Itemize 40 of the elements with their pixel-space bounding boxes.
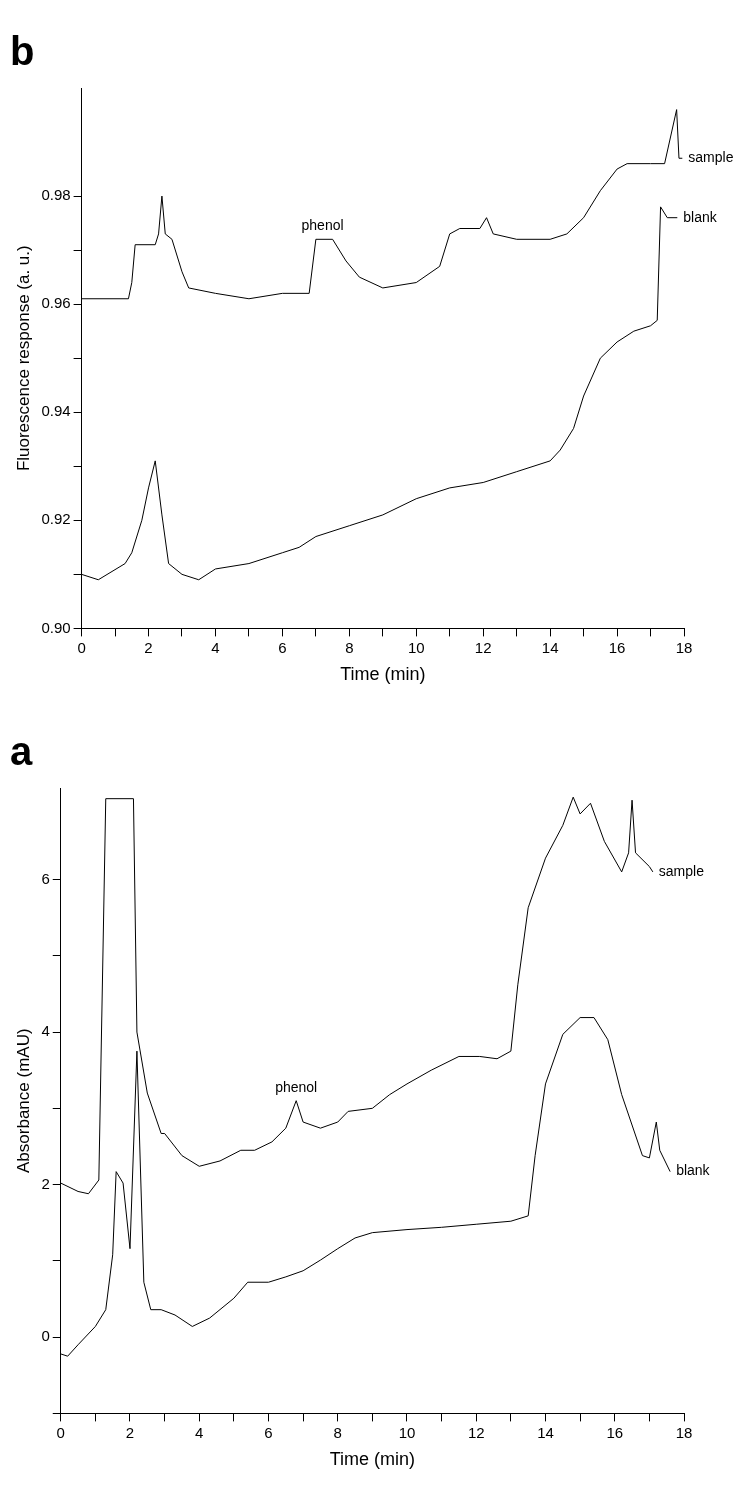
x-tick-label: 10: [407, 638, 425, 656]
y-tick-label: 0.96: [41, 294, 71, 312]
x-tick-label: 14: [541, 638, 559, 656]
x-axis-title: Time (min): [329, 1449, 416, 1470]
x-tick-label: 8: [333, 1423, 342, 1441]
chart-title: a: [10, 729, 33, 774]
y-tick-label: 0.98: [41, 186, 71, 204]
x-tick-label: 18: [675, 1423, 693, 1441]
y-axis-title: Fluorescence response (a. u.): [13, 245, 33, 472]
x-tick-label: 8: [345, 638, 354, 656]
series-label: blank: [676, 1162, 711, 1179]
x-tick-label: 10: [398, 1423, 416, 1441]
series-label: sample: [688, 149, 734, 166]
x-tick-label: 6: [264, 1423, 273, 1441]
y-tick-label: 6: [41, 869, 50, 887]
y-tick-label: 0.94: [41, 402, 71, 420]
x-tick-label: 6: [278, 638, 287, 656]
annotation: phenol: [275, 1078, 318, 1095]
x-tick-label: 16: [606, 1423, 624, 1441]
y-tick-label: 4: [41, 1022, 50, 1040]
y-tick-label: 2: [41, 1174, 50, 1192]
x-axis-title: Time (min): [340, 664, 426, 685]
y-tick-label: 0.90: [41, 618, 71, 636]
chart-title: b: [10, 29, 35, 74]
x-tick-label: 4: [195, 1423, 204, 1441]
series-label: blank: [683, 208, 718, 225]
x-tick-label: 16: [608, 638, 626, 656]
series-label: sample: [658, 862, 705, 879]
y-tick-label: 0: [41, 1327, 50, 1345]
x-tick-label: 12: [474, 638, 492, 656]
x-tick-label: 2: [125, 1423, 135, 1441]
x-tick-label: 12: [467, 1423, 485, 1441]
x-tick-label: 18: [675, 638, 693, 656]
x-tick-label: 4: [211, 638, 220, 656]
annotation: phenol: [301, 217, 344, 234]
y-tick-label: 0.92: [41, 510, 71, 528]
x-tick-label: 2: [144, 638, 153, 656]
x-tick-label: 14: [537, 1423, 554, 1441]
y-axis-title: Absorbance (mAU): [13, 1028, 33, 1173]
x-tick-label: 0: [77, 638, 86, 656]
